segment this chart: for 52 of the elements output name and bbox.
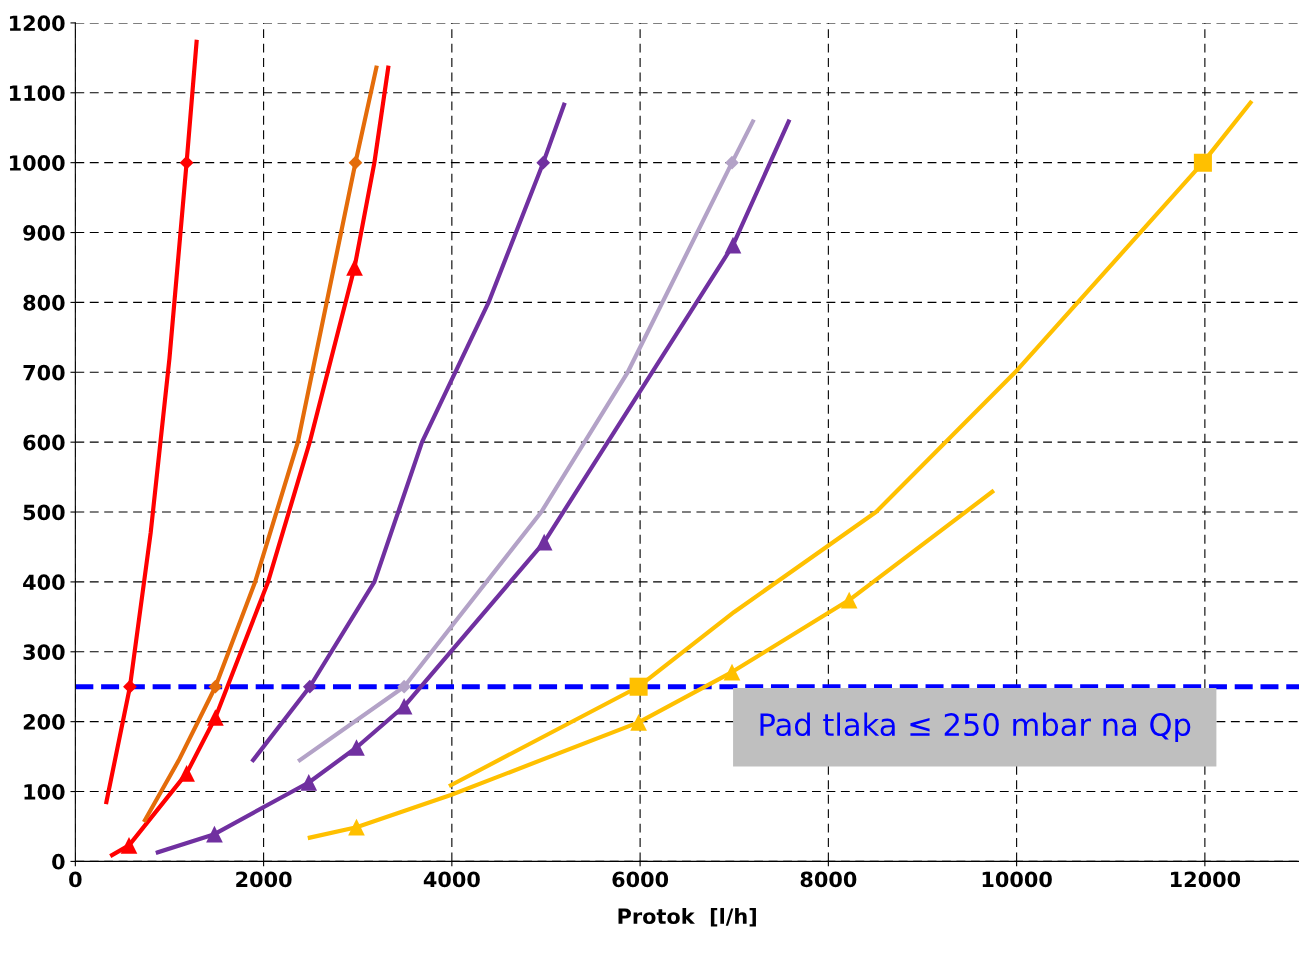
- point: [300, 774, 318, 791]
- point: [1193, 153, 1212, 172]
- y-tick-label: 300: [23, 644, 65, 660]
- x-tick-label: 0: [69, 871, 82, 888]
- point: [535, 533, 553, 551]
- y-tick-label: 900: [23, 225, 65, 241]
- point: [120, 837, 138, 854]
- line-series: [297, 119, 755, 763]
- y-tick-label: 1000: [9, 155, 65, 171]
- point: [348, 818, 365, 836]
- x-tick-label: 6000: [612, 871, 669, 888]
- point: [723, 663, 741, 681]
- point: [629, 677, 648, 696]
- point: [346, 259, 363, 276]
- line-series: [448, 100, 1253, 788]
- point: [179, 155, 194, 170]
- x-tick-label: 12000: [1170, 871, 1241, 888]
- point: [206, 825, 223, 843]
- point: [348, 739, 365, 756]
- point: [725, 155, 739, 170]
- line-series: [109, 65, 391, 858]
- x-tick-label: 10000: [982, 871, 1052, 888]
- y-tick-label: 0: [52, 853, 65, 870]
- y-tick-label: 100: [24, 783, 65, 800]
- point: [208, 679, 223, 694]
- point: [123, 679, 137, 694]
- y-tick-label: 800: [23, 294, 65, 311]
- x-tick-label: 8000: [800, 871, 857, 888]
- y-tick-label: 600: [23, 434, 65, 451]
- point: [348, 155, 363, 170]
- line-series: [142, 65, 379, 823]
- point: [395, 697, 413, 715]
- point: [536, 155, 551, 170]
- point: [207, 709, 224, 726]
- annotation: Pad tlaka ≤ 250 mbar na Qp: [760, 712, 1191, 743]
- y-tick-label: 200: [23, 714, 65, 730]
- point: [302, 679, 317, 694]
- point: [724, 236, 742, 254]
- line-series: [251, 102, 567, 763]
- y-tick-label: 400: [23, 574, 65, 591]
- y-tick-label: 700: [23, 364, 65, 381]
- point: [178, 765, 195, 782]
- point: [630, 714, 647, 731]
- x-tick-label: 4000: [423, 871, 480, 888]
- x-axis-title: Protok [l/h]: [618, 907, 756, 927]
- point: [840, 591, 858, 609]
- x-tick-label: 2000: [236, 871, 292, 888]
- y-tick-label: 1200: [9, 15, 65, 32]
- point: [397, 679, 411, 694]
- line-series: [104, 39, 199, 805]
- y-tick-label: 500: [23, 504, 65, 521]
- y-tick-label: 1100: [9, 85, 65, 102]
